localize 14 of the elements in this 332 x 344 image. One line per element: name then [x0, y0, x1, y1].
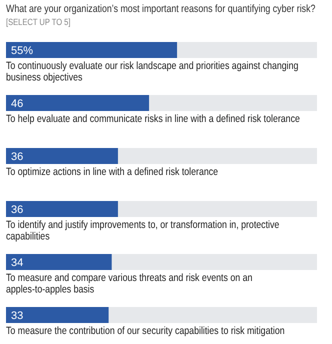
y-tick-label: To continuously evaluate our risk landscape and priorities against changing business objectives: [6, 60, 298, 84]
y-tick-label: To identify and justify improvements to, or transformation in, protective capabilities: [6, 219, 280, 243]
y-tick-label: To help evaluate and communicate risks in line with a defined risk tolerance: [6, 113, 300, 126]
data-label: 36: [11, 151, 24, 163]
data-label: 46: [11, 98, 24, 110]
data-label: 55%: [11, 45, 34, 57]
data-label: 33: [11, 310, 24, 322]
data-label: 36: [11, 204, 24, 216]
data-label: 34: [11, 257, 24, 269]
y-tick-label: To optimize actions in line with a defined risk tolerance: [6, 166, 218, 178]
chart-subtitle: [SELECT UP TO 5]: [6, 16, 70, 28]
y-tick-label: To measure the contribution of our security capabilities to risk mitigation: [6, 325, 285, 338]
chart-title: What are your organization’s most important reasons for quantifying cyber risk?: [6, 3, 316, 16]
y-tick-label: To measure and compare various threats and risk events on an apples-to-apples basis: [6, 272, 252, 296]
